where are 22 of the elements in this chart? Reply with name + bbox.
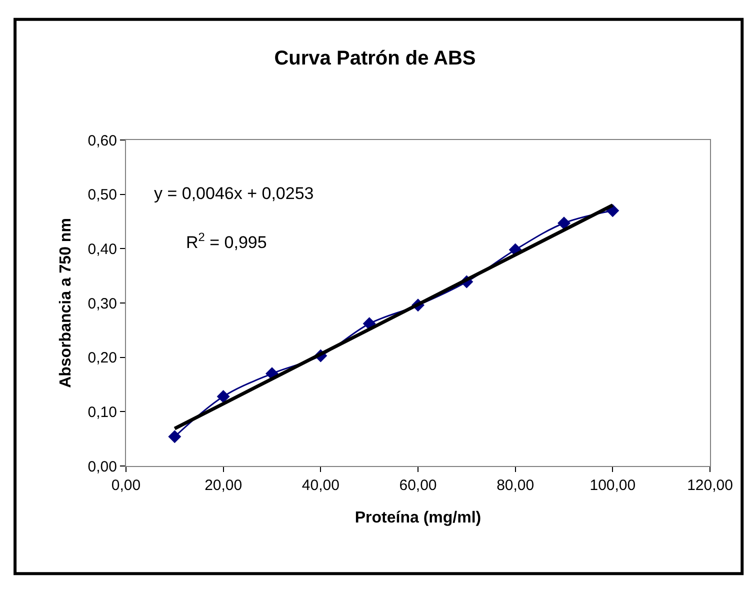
annotation: R$^{2}$ = 0,995 xyxy=(186,230,267,252)
y-tick-label: 0,00 xyxy=(88,458,117,476)
y-axis-title: Absorbancia a 750 nm xyxy=(58,218,75,388)
point xyxy=(168,430,182,444)
x-tick-label: 120,00 xyxy=(687,477,733,494)
point xyxy=(558,216,570,230)
annotation: y = 0,0046x + 0,0253 xyxy=(154,184,314,203)
y-tick-label: 0,60 xyxy=(88,132,117,150)
x-tick-label: 60,00 xyxy=(399,477,437,494)
x-tick-label: 40,00 xyxy=(302,477,340,494)
y-tick-label: 0,40 xyxy=(88,240,117,258)
chart-title: Curva Patrón de ABS xyxy=(274,47,476,70)
y-tick-label: 0,20 xyxy=(88,350,117,367)
x-tick-label: 20,00 xyxy=(204,477,242,494)
y-tick-label: 0,30 xyxy=(88,295,117,312)
x-tick-label: 100,00 xyxy=(590,477,636,494)
y-tick-label: 0,50 xyxy=(88,186,117,204)
x-axis-title: Proteína (mg/ml) xyxy=(354,510,482,527)
x-tick-label: 80,00 xyxy=(496,477,534,494)
x-tick-label: 0,00 xyxy=(111,477,141,494)
y-tick-label: 0,10 xyxy=(88,404,117,421)
point xyxy=(216,390,230,403)
